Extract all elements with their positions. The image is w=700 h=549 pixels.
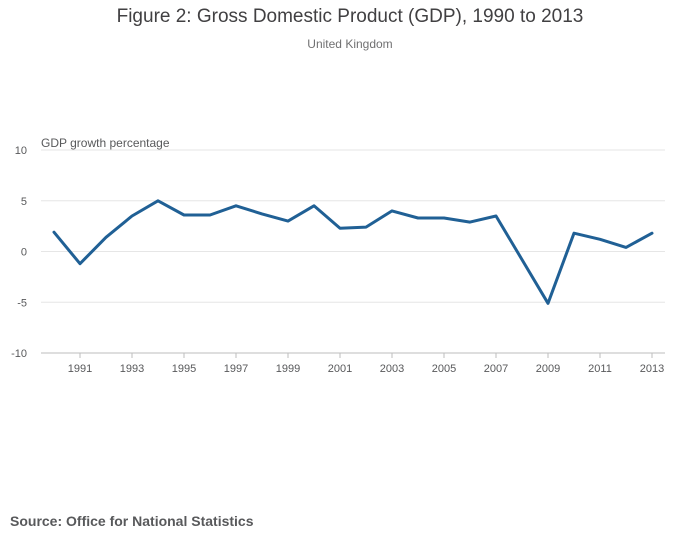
y-tick-label: -10: [11, 348, 27, 360]
chart-subtitle: United Kingdom: [307, 37, 393, 51]
y-tick-label: 0: [21, 247, 27, 259]
x-tick-label: 1997: [224, 363, 248, 375]
x-axis: 1991 1993 1995 1997 1999 2001 2003 2005 2007 2009…: [68, 353, 664, 375]
grid-lines: [41, 149, 665, 354]
y-axis-label: GDP growth percentage: [41, 136, 170, 150]
x-tick-label: 1991: [68, 363, 92, 375]
x-tick-label: 2001: [328, 363, 352, 375]
y-tick-label: 10: [15, 145, 27, 157]
x-tick-label: 2007: [484, 363, 508, 375]
series-line: [52, 199, 654, 305]
series-group: [52, 199, 654, 305]
chart-title: Figure 2: Gross Domestic Product (GDP), …: [116, 6, 584, 27]
x-tick-label: 2009: [536, 363, 560, 375]
x-tick-label: 2003: [380, 363, 404, 375]
x-tick-label: 1999: [276, 363, 300, 375]
x-tick-label: 2013: [640, 363, 664, 375]
x-tick-label: 2005: [432, 363, 456, 375]
y-tick-label: 5: [21, 196, 27, 208]
y-axis-ticks: 10 5 0 -5 -10: [11, 145, 27, 360]
y-tick-label: -5: [17, 297, 27, 309]
x-tick-label: 2011: [588, 363, 612, 375]
source-note: Source: Office for National Statistics: [10, 513, 254, 529]
x-tick-label: 1993: [120, 363, 144, 375]
x-tick-label: 1995: [172, 363, 196, 375]
